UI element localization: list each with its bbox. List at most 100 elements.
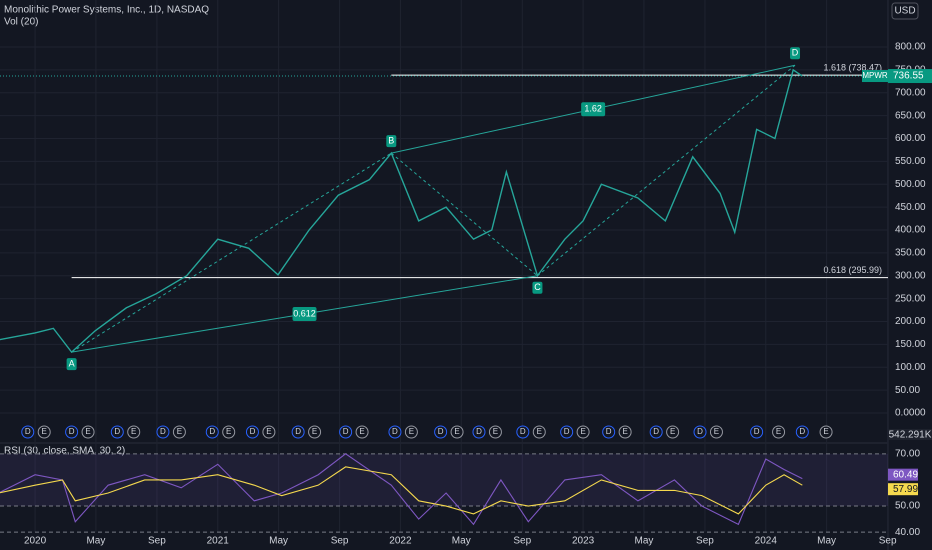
chart-title: Monolithic Power Systems, Inc., 1D, NASD… bbox=[4, 5, 209, 16]
event-marker bbox=[560, 425, 574, 439]
x-tick-label: 2024 bbox=[755, 536, 778, 547]
event-marker bbox=[65, 425, 79, 439]
x-tick-label: May bbox=[452, 536, 471, 547]
event-marker bbox=[750, 425, 764, 439]
y-tick-label: 350.00 bbox=[895, 248, 926, 259]
event-label: E bbox=[312, 427, 317, 436]
point-label: C bbox=[534, 282, 541, 292]
event-marker bbox=[262, 425, 276, 439]
event-marker bbox=[81, 425, 95, 439]
event-marker bbox=[772, 425, 786, 439]
event-marker bbox=[532, 425, 546, 439]
x-tick-label: May bbox=[269, 536, 288, 547]
event-label: E bbox=[42, 427, 47, 436]
rsi-line bbox=[0, 453, 803, 526]
y-tick-label: 400.00 bbox=[895, 225, 926, 236]
event-label: D bbox=[653, 427, 659, 436]
fib-label: 1.618 (738.47) bbox=[823, 63, 882, 73]
event-marker bbox=[156, 425, 170, 439]
event-label: E bbox=[226, 427, 231, 436]
x-tick-label: 2022 bbox=[389, 536, 412, 547]
event-label: E bbox=[409, 427, 414, 436]
event-label: E bbox=[266, 427, 271, 436]
point-box bbox=[790, 47, 801, 60]
event-marker bbox=[709, 425, 723, 439]
y-tick-label: 650.00 bbox=[895, 110, 926, 121]
event-marker bbox=[649, 425, 663, 439]
event-label: D bbox=[697, 427, 703, 436]
rsi-tick-label: 50.00 bbox=[895, 501, 920, 512]
point-box bbox=[386, 135, 397, 148]
y-tick-label: 50.00 bbox=[895, 385, 920, 396]
y-tick-label: 100.00 bbox=[895, 362, 926, 373]
event-label: D bbox=[438, 427, 444, 436]
event-marker bbox=[404, 425, 418, 439]
event-marker bbox=[291, 425, 305, 439]
event-marker bbox=[127, 425, 141, 439]
price-line bbox=[0, 68, 803, 354]
x-tick-label: May bbox=[634, 536, 653, 547]
event-marker bbox=[516, 425, 530, 439]
x-tick-label: Sep bbox=[148, 536, 166, 547]
x-tick-label: May bbox=[817, 536, 836, 547]
rsi-tick-label: 70.00 bbox=[895, 448, 920, 459]
ratio-label: 0.612 bbox=[293, 308, 316, 318]
event-marker bbox=[355, 425, 369, 439]
point-label: B bbox=[388, 136, 394, 146]
currency-box[interactable] bbox=[891, 2, 919, 20]
event-label: E bbox=[454, 427, 459, 436]
event-label: D bbox=[606, 427, 612, 436]
event-marker bbox=[450, 425, 464, 439]
event-label: E bbox=[670, 427, 675, 436]
event-label: E bbox=[580, 427, 585, 436]
rsi-line bbox=[0, 466, 803, 515]
currency[interactable]: USD bbox=[894, 6, 915, 17]
pattern-leg bbox=[71, 152, 392, 353]
event-label: D bbox=[160, 427, 166, 436]
event-marker bbox=[666, 425, 680, 439]
event-label: E bbox=[714, 427, 719, 436]
event-label: E bbox=[131, 427, 136, 436]
x-tick-label: Sep bbox=[879, 536, 897, 547]
event-label: D bbox=[343, 427, 349, 436]
event-marker bbox=[308, 425, 322, 439]
event-label: E bbox=[823, 427, 828, 436]
symbol-tag bbox=[862, 70, 888, 83]
rsi-tag bbox=[888, 483, 918, 496]
x-tick-label: May bbox=[86, 536, 105, 547]
y-tick-label: 600.00 bbox=[895, 133, 926, 144]
price-tag-label: 736.55 bbox=[893, 71, 924, 82]
event-label: E bbox=[537, 427, 542, 436]
event-marker bbox=[205, 425, 219, 439]
event-marker bbox=[245, 425, 259, 439]
event-marker bbox=[172, 425, 186, 439]
event-marker bbox=[222, 425, 236, 439]
y-tick-label: 150.00 bbox=[895, 339, 926, 350]
y-tick-label: 550.00 bbox=[895, 156, 926, 167]
x-tick-label: 2020 bbox=[24, 536, 47, 547]
event-marker bbox=[693, 425, 707, 439]
ratio-box bbox=[581, 102, 606, 117]
point-box bbox=[532, 281, 543, 294]
x-tick-label: 2023 bbox=[572, 536, 595, 547]
rsi-band bbox=[0, 453, 888, 507]
volume-tag bbox=[888, 429, 932, 440]
rsi-title: RSI (30, close, SMA, 30, 2) bbox=[4, 446, 125, 457]
event-marker bbox=[388, 425, 402, 439]
event-marker bbox=[488, 425, 502, 439]
event-label: E bbox=[776, 427, 781, 436]
y-tick-label: 300.00 bbox=[895, 270, 926, 281]
event-label: D bbox=[476, 427, 482, 436]
event-label: E bbox=[622, 427, 627, 436]
rsi-tick-label: 40.00 bbox=[895, 527, 920, 538]
event-marker bbox=[37, 425, 51, 439]
event-marker bbox=[576, 425, 590, 439]
event-label: D bbox=[799, 427, 805, 436]
event-marker bbox=[434, 425, 448, 439]
x-tick-label: 2021 bbox=[207, 536, 230, 547]
point-label: D bbox=[792, 48, 799, 58]
y-tick-label: 450.00 bbox=[895, 202, 926, 213]
event-label: D bbox=[295, 427, 301, 436]
y-tick-label: 250.00 bbox=[895, 293, 926, 304]
